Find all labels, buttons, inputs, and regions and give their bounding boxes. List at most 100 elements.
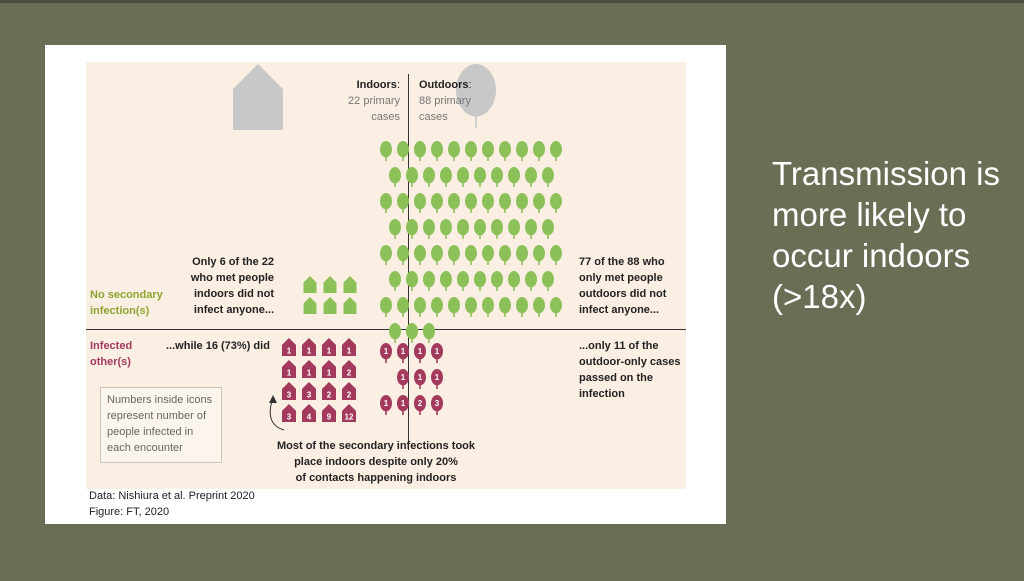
tree-icon xyxy=(440,219,452,239)
tree-icon-crown xyxy=(414,245,426,262)
tree-icon-crown xyxy=(516,193,528,210)
tree-icon-crown xyxy=(448,297,460,314)
tree-icon-trunk xyxy=(470,260,472,265)
tree-icon-crown xyxy=(431,245,443,262)
tree-icon xyxy=(516,297,528,317)
tree-icon-crown xyxy=(448,141,460,158)
tree-icon xyxy=(406,271,418,291)
outdoors-sub2: cases xyxy=(419,111,448,123)
outdoor-none-line: infect anyone... xyxy=(579,304,660,316)
tree-icon xyxy=(499,245,511,265)
tree-icon-trunk xyxy=(538,156,540,161)
tree-icon xyxy=(440,271,452,291)
tree-icon-trunk xyxy=(547,182,549,187)
tree-icon xyxy=(380,245,392,265)
tree-icon-crown xyxy=(508,219,520,236)
tree-icon-trunk xyxy=(462,234,464,239)
outdoor-infected-text: ...only 11 of the outdoor-only cases pas… xyxy=(579,338,686,402)
tree-icon-crown xyxy=(508,271,520,288)
tree-icon-trunk xyxy=(479,182,481,187)
tree-icon-trunk xyxy=(530,234,532,239)
tree-icon: 1 xyxy=(380,395,392,415)
tree-icon-trunk xyxy=(445,234,447,239)
tree-icon xyxy=(457,271,469,291)
top-border xyxy=(0,0,1024,3)
indoor-none-line: Only 6 of the 22 xyxy=(192,256,274,268)
tree-icon-crown xyxy=(482,141,494,158)
tree-icon-trunk xyxy=(436,208,438,213)
tree-icon-trunk xyxy=(521,156,523,161)
house-icon-shape xyxy=(322,360,336,378)
tree-icon-trunk xyxy=(453,312,455,317)
tree-icon xyxy=(533,245,545,265)
house-icon: 1 xyxy=(302,338,316,356)
tree-icon-trunk xyxy=(419,384,421,389)
tree-icon xyxy=(406,219,418,239)
icon-number: 1 xyxy=(384,347,389,356)
tree-icon-trunk xyxy=(385,260,387,265)
tree-icon-crown xyxy=(457,167,469,184)
tree-icon-crown xyxy=(525,271,537,288)
tree-icon xyxy=(499,141,511,161)
tree-icon-crown xyxy=(423,323,435,340)
tree-icon: 1 xyxy=(414,343,426,363)
tree-icon-crown xyxy=(431,193,443,210)
tree-icon-crown xyxy=(431,395,443,412)
row-label-infected: Infected other(s) xyxy=(90,338,170,370)
tree-icon-crown xyxy=(423,219,435,236)
tree-icon xyxy=(423,219,435,239)
column-divider xyxy=(408,74,409,450)
tree-icon xyxy=(542,219,554,239)
tree-icon-trunk xyxy=(419,156,421,161)
tree-icon-trunk xyxy=(538,312,540,317)
legend-line: each encounter xyxy=(107,442,183,454)
tree-icon xyxy=(423,323,435,343)
tree-icon-crown xyxy=(465,245,477,262)
house-icon: 1 xyxy=(342,338,356,356)
tree-icon-trunk xyxy=(513,286,515,291)
house-icon: 9 xyxy=(322,404,336,422)
tree-icon-crown xyxy=(533,141,545,158)
tree-icon-trunk xyxy=(453,156,455,161)
tree-icon-crown xyxy=(448,193,460,210)
outdoors-header-tree-icon-trunk xyxy=(475,115,477,128)
tree-icon-trunk xyxy=(462,182,464,187)
tree-icon xyxy=(525,219,537,239)
house-icon-shape xyxy=(342,404,356,422)
tree-icon xyxy=(550,297,562,317)
tree-icon xyxy=(414,141,426,161)
icon-number: 2 xyxy=(347,391,352,400)
tree-icon-crown xyxy=(499,297,511,314)
tree-icon-trunk xyxy=(496,234,498,239)
icon-number: 1 xyxy=(287,347,292,356)
tree-icon-crown xyxy=(423,271,435,288)
tree-icon: 1 xyxy=(431,343,443,363)
house-icon xyxy=(343,276,357,293)
tree-icon xyxy=(491,271,503,291)
tree-icon-crown xyxy=(482,297,494,314)
annotation-arrow-head xyxy=(269,395,277,403)
tree-icon xyxy=(550,245,562,265)
tree-icon xyxy=(474,219,486,239)
house-icon-shape xyxy=(322,382,336,400)
tree-icon xyxy=(499,193,511,213)
tree-icon xyxy=(380,297,392,317)
tree-icon xyxy=(516,193,528,213)
house-icon-shape xyxy=(342,360,356,378)
tree-icon-trunk xyxy=(496,286,498,291)
tree-icon-crown xyxy=(516,245,528,262)
pictogram-svg: 11111112332234912111111111231 xyxy=(197,64,562,457)
tree-icon-crown xyxy=(465,193,477,210)
tree-icon-trunk xyxy=(402,384,404,389)
indoor-none-line: indoors did not xyxy=(193,288,274,300)
annotation-text: Most of the secondary infections took pl… xyxy=(256,438,496,486)
tree-icon-trunk xyxy=(462,286,464,291)
tree-icon-crown xyxy=(491,219,503,236)
tree-icon-crown xyxy=(542,167,554,184)
legend-line: people infected in xyxy=(107,426,194,438)
tree-icon-crown xyxy=(550,297,562,314)
house-icon-shape xyxy=(282,382,296,400)
tree-icon xyxy=(414,193,426,213)
tree-icon-trunk xyxy=(487,312,489,317)
tree-icon-trunk xyxy=(487,260,489,265)
